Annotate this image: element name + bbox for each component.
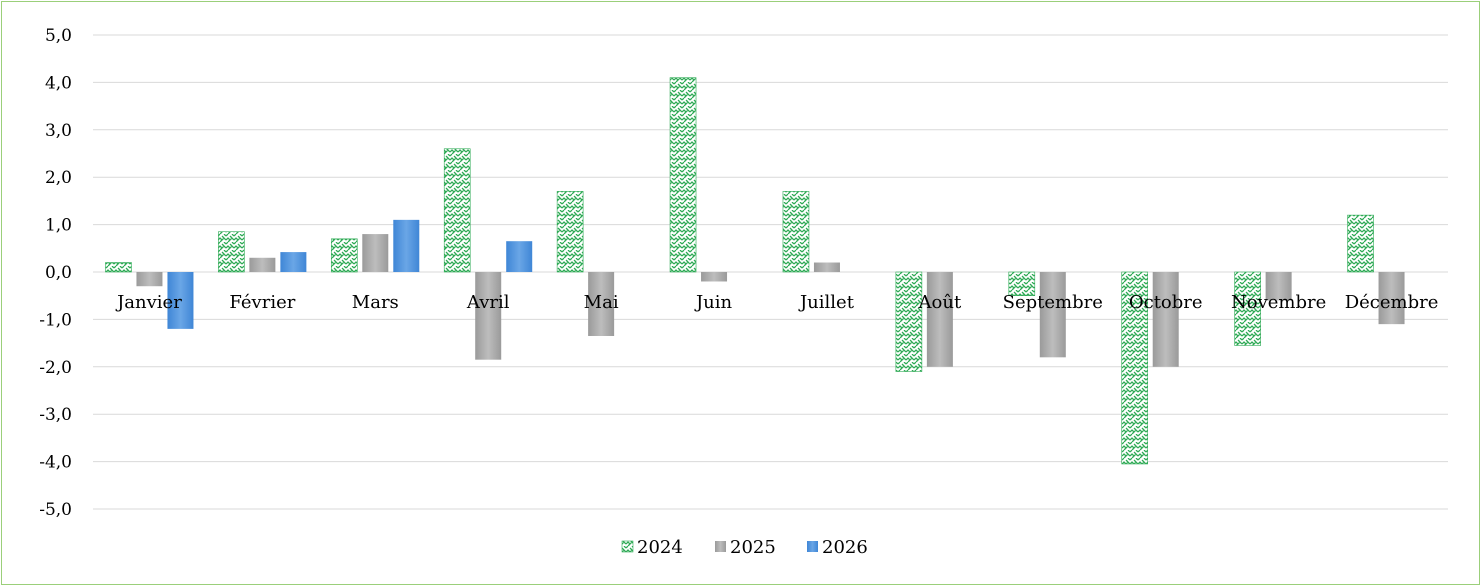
y-tick-label: -1,0: [39, 310, 72, 330]
bar-2025-septembre: [1039, 272, 1066, 358]
bar-2025-juillet: [813, 262, 840, 272]
bars: [105, 77, 1405, 465]
x-tick-label: Avril: [466, 292, 510, 313]
x-tick-label: Janvier: [115, 292, 182, 313]
bar-2024-juin: [669, 77, 697, 273]
bar-2025-février: [249, 257, 276, 272]
y-tick-label: 3,0: [45, 121, 72, 141]
bar-2024-septembre: [1008, 271, 1036, 297]
bar-2025-avril: [475, 272, 502, 360]
y-tick-label: 2,0: [45, 168, 72, 188]
x-tick-label: Juillet: [798, 292, 855, 313]
bar-2025-janvier: [136, 272, 163, 287]
bar-2025-octobre: [1152, 272, 1179, 367]
bar-2024-avril: [443, 148, 471, 273]
bar-2025-mai: [588, 272, 615, 336]
bar-2024-juillet: [782, 191, 810, 273]
bar-2024-août: [895, 271, 923, 372]
x-tick-label: Août: [918, 292, 962, 313]
x-tick-label: Décembre: [1345, 292, 1439, 313]
bar-2024-janvier: [105, 262, 132, 273]
legend: 2024 2025 2026: [621, 537, 868, 558]
x-tick-label: Mars: [352, 292, 399, 313]
legend-label-2024: 2024: [637, 537, 683, 558]
legend-label-2026: 2026: [822, 537, 868, 558]
bar-2025-décembre: [1378, 272, 1405, 325]
y-tick-label: 1,0: [45, 216, 72, 236]
y-tick-label: -5,0: [39, 500, 72, 520]
y-tick-label: -4,0: [39, 453, 72, 473]
bar-2026-janvier: [167, 272, 194, 329]
bar-2024-février: [218, 231, 245, 273]
y-tick-label: 0,0: [45, 263, 72, 283]
x-axis-labels: Janvier Février Mars Avril Mai Juin Juillet Aoû…: [115, 292, 1438, 313]
legend-swatch-2025: [715, 541, 726, 552]
y-tick-label: 5,0: [45, 26, 72, 46]
x-tick-label: Octobre: [1129, 292, 1203, 313]
bar-2026-avril: [506, 241, 533, 272]
x-tick-label: Septembre: [1003, 292, 1103, 313]
bar-2025-novembre: [1265, 272, 1292, 301]
bar-2026-mars: [393, 219, 420, 272]
bar-2025-mars: [362, 234, 389, 272]
x-tick-label: Juin: [694, 292, 733, 313]
bar-2024-décembre: [1347, 214, 1374, 273]
x-tick-label: Novembre: [1231, 292, 1326, 313]
bar-2024-mai: [556, 191, 584, 273]
legend-swatch-2026: [807, 541, 818, 552]
legend-swatch-2024: [621, 540, 634, 553]
y-tick-label: 4,0: [45, 73, 72, 93]
bar-2024-novembre: [1234, 271, 1261, 346]
y-axis-labels: 5,0 4,0 3,0 2,0 1,0 0,0 -1,0 -2,0 -3,0 -4,0 -5,0: [39, 26, 72, 520]
bar-2025-juin: [701, 272, 728, 282]
bar-2024-octobre: [1121, 271, 1149, 465]
y-tick-label: -2,0: [39, 358, 72, 378]
bar-2024-mars: [330, 238, 358, 273]
bar-2025-août: [926, 272, 953, 367]
x-tick-label: Mai: [584, 292, 619, 313]
y-tick-label: -3,0: [39, 405, 72, 425]
bar-2026-février: [280, 252, 307, 272]
legend-label-2025: 2025: [730, 537, 776, 558]
x-tick-label: Février: [229, 292, 295, 313]
gridlines: [93, 34, 1448, 510]
